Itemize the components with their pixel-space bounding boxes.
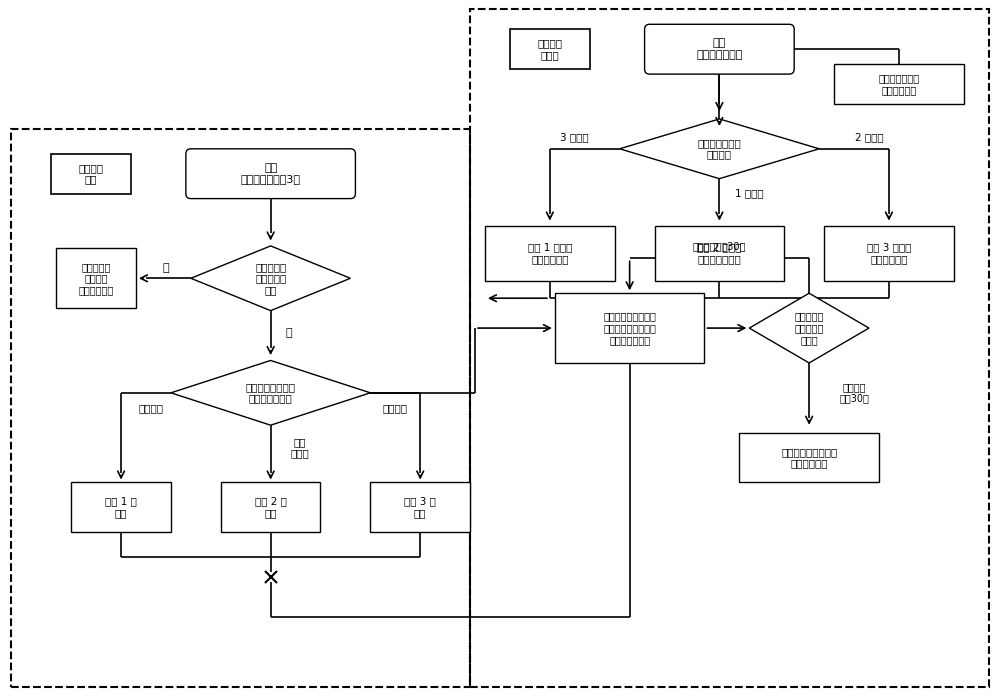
- Text: 开始
短按灵敏度按键: 开始 短按灵敏度按键: [696, 38, 743, 60]
- FancyBboxPatch shape: [645, 24, 794, 74]
- Bar: [510, 29, 590, 69]
- Polygon shape: [171, 360, 370, 425]
- Text: 显示 3 条
横线: 显示 3 条 横线: [404, 496, 436, 518]
- Bar: [11, 129, 470, 687]
- Bar: [834, 64, 964, 104]
- Text: 是: 是: [163, 263, 169, 274]
- Polygon shape: [749, 293, 869, 363]
- Text: 是否处于灵
敏度调整状
态？: 是否处于灵 敏度调整状 态？: [255, 262, 286, 295]
- Bar: [824, 226, 954, 281]
- Text: 显示 1 条
横线: 显示 1 条 横线: [105, 496, 137, 518]
- Text: 计时无按键触摸状态
持续时间，等待灵敏
度调整短按事件: 计时无按键触摸状态 持续时间，等待灵敏 度调整短按事件: [603, 311, 656, 345]
- Text: 开始
长按灵敏度按键3秒: 开始 长按灵敏度按键3秒: [241, 163, 301, 184]
- Bar: [485, 226, 615, 281]
- Text: 短按更改
灵敏度: 短按更改 灵敏度: [537, 38, 562, 60]
- Text: 退出灵敏度
调整状态
恢复正常显示: 退出灵敏度 调整状态 恢复正常显示: [78, 262, 114, 295]
- Text: 持续时间
大于30秒: 持续时间 大于30秒: [839, 382, 869, 403]
- Text: 长控进入
设置: 长控进入 设置: [79, 163, 104, 184]
- Bar: [370, 482, 470, 533]
- Polygon shape: [191, 246, 350, 311]
- Text: 清零无按键触摸
状态持续时间: 清零无按键触摸 状态持续时间: [878, 73, 919, 95]
- Bar: [739, 433, 879, 482]
- Text: 判断当前灵敏度
横条个数: 判断当前灵敏度 横条个数: [698, 138, 741, 160]
- Text: 低灵敏度: 低灵敏度: [383, 403, 408, 413]
- Text: 无按键触摸
状态持续时
间判断: 无按键触摸 状态持续时 间判断: [794, 311, 824, 345]
- Bar: [655, 226, 784, 281]
- Text: 1 条横线: 1 条横线: [735, 188, 764, 199]
- Text: 进入灵敏度设置并
判断当前灵敏度: 进入灵敏度设置并 判断当前灵敏度: [246, 382, 296, 403]
- Text: 高灵敏度: 高灵敏度: [138, 403, 163, 413]
- Bar: [470, 9, 989, 687]
- Bar: [71, 482, 171, 533]
- Text: 持续时间小于30秒: 持续时间小于30秒: [693, 242, 746, 251]
- Bar: [51, 154, 131, 193]
- Text: 改为 2 条横线
（中等灵敏度）: 改为 2 条横线 （中等灵敏度）: [697, 243, 742, 264]
- Text: 改为 1 条横线
（高灵敏度）: 改为 1 条横线 （高灵敏度）: [528, 243, 572, 264]
- Text: 中等
灵敏度: 中等 灵敏度: [291, 437, 309, 459]
- Text: 显示 2 条
横线: 显示 2 条 横线: [255, 496, 287, 518]
- Text: 退出灵敏度调整状态
恢复正常显示: 退出灵敏度调整状态 恢复正常显示: [781, 447, 837, 468]
- Bar: [555, 293, 704, 363]
- Text: 否: 否: [286, 328, 292, 338]
- Bar: [56, 248, 136, 308]
- FancyBboxPatch shape: [186, 149, 355, 199]
- Bar: [221, 482, 320, 533]
- Text: 改为 3 条横线
（低灵敏度）: 改为 3 条横线 （低灵敏度）: [867, 243, 911, 264]
- Text: 2 条横线: 2 条横线: [855, 132, 883, 142]
- Polygon shape: [620, 119, 819, 179]
- Text: 3 条横线: 3 条横线: [560, 132, 589, 142]
